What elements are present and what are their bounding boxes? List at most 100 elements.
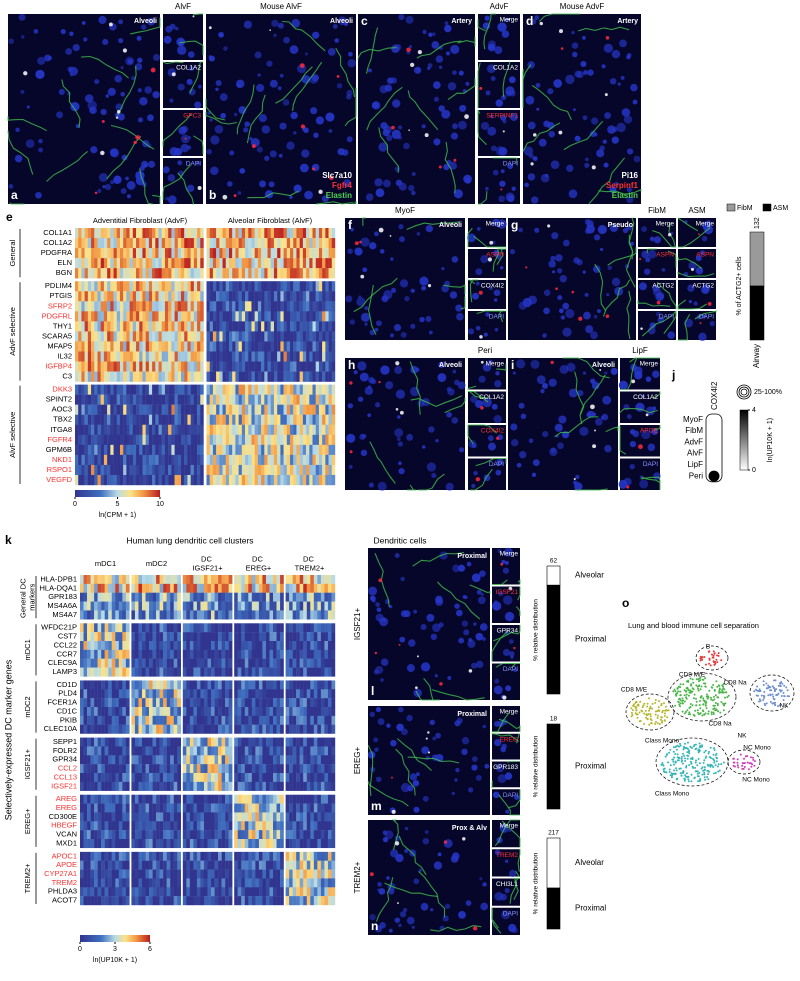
heatmap-cell xyxy=(259,698,263,707)
heatmap-cell xyxy=(91,455,94,465)
heatmap-cell xyxy=(135,650,139,659)
heatmap-cell xyxy=(266,707,270,716)
heatmap-cell xyxy=(215,795,219,804)
heatmap-cell xyxy=(104,395,107,405)
heatmap-cell xyxy=(219,455,222,465)
heatmap-cell xyxy=(190,795,194,804)
gene-label: PKIB xyxy=(60,715,77,724)
heatmap-cell xyxy=(177,738,181,747)
heatmap-cell xyxy=(293,341,296,351)
heatmap-cell xyxy=(181,425,184,435)
gene-label: COL1A1 xyxy=(43,228,72,237)
heatmap-cell xyxy=(183,698,187,707)
heatmap-cell xyxy=(309,475,312,485)
heatmap-cell xyxy=(171,395,174,405)
heatmap-cell xyxy=(316,311,319,321)
heatmap-cell xyxy=(248,372,251,382)
heatmap-cell xyxy=(114,475,117,485)
heatmap-cell xyxy=(274,435,277,445)
heatmap-cell xyxy=(168,291,171,301)
nucleus xyxy=(437,373,446,382)
nucleus xyxy=(584,163,589,168)
heatmap-cell xyxy=(303,680,307,689)
heatmap-cell xyxy=(114,341,117,351)
signal xyxy=(418,50,422,54)
heatmap-cell xyxy=(94,281,97,291)
heatmap-cell xyxy=(119,680,123,689)
heatmap-cell xyxy=(78,372,81,382)
heatmap-cell xyxy=(197,680,201,689)
signal xyxy=(479,87,482,90)
heatmap-cell xyxy=(328,623,332,632)
heatmap-cell xyxy=(135,680,139,689)
heatmap-cell xyxy=(215,602,219,611)
heatmap-cell xyxy=(165,385,168,395)
nucleus xyxy=(406,16,414,24)
heatmap-cell xyxy=(178,268,181,278)
label: Alveoli xyxy=(439,222,462,229)
heatmap-cell xyxy=(290,351,293,361)
heatmap-cell xyxy=(170,795,174,804)
heatmap-cell xyxy=(317,602,321,611)
nucleus xyxy=(611,368,618,375)
heatmap-cell xyxy=(235,435,238,445)
heatmap-cell xyxy=(122,668,126,677)
heatmap-cell xyxy=(314,641,318,650)
heatmap-cell xyxy=(329,372,332,382)
heatmap-cell xyxy=(317,610,321,619)
heatmap-cell xyxy=(135,659,139,668)
heatmap-cell xyxy=(300,475,303,485)
heatmap-cell xyxy=(216,238,219,248)
heatmap-cell xyxy=(300,465,303,475)
heatmap-cell xyxy=(165,341,168,351)
heatmap-cell xyxy=(80,659,84,668)
heatmap-cell xyxy=(310,650,314,659)
heatmap-cell xyxy=(325,228,328,238)
heatmap-cell xyxy=(131,575,135,584)
heatmap-cell xyxy=(229,725,233,734)
heatmap-cell xyxy=(223,455,226,465)
heatmap-cell xyxy=(119,764,123,773)
heatmap-cell xyxy=(114,351,117,361)
heatmap-cell xyxy=(160,584,164,593)
nucleus xyxy=(441,267,444,270)
heatmap-cell xyxy=(225,680,229,689)
heatmap-cell xyxy=(149,405,152,415)
heatmap-cell xyxy=(248,362,251,372)
heatmap-cell xyxy=(178,425,181,435)
gene-label: PTGIS xyxy=(49,291,72,300)
heatmap-cell xyxy=(242,228,245,238)
heatmap-cell xyxy=(229,680,233,689)
heatmap-cell xyxy=(268,372,271,382)
heatmap-cell xyxy=(271,435,274,445)
nucleus xyxy=(8,38,14,44)
heatmap-cell xyxy=(119,610,123,619)
gene-label: GPR183 xyxy=(48,592,77,601)
heatmap-cell xyxy=(325,435,328,445)
heatmap-cell xyxy=(190,593,194,602)
group-label: mDC1 xyxy=(23,639,32,660)
heatmap-cell xyxy=(213,405,216,415)
heatmap-cell xyxy=(262,773,266,782)
nucleus xyxy=(278,23,284,29)
heatmap-cell xyxy=(190,632,194,641)
heatmap-cell xyxy=(273,689,277,698)
heatmap-cell xyxy=(252,821,256,830)
heatmap-cell xyxy=(112,764,116,773)
heatmap-cell xyxy=(248,455,251,465)
heatmap-cell xyxy=(225,623,229,632)
heatmap-cell xyxy=(142,311,145,321)
heatmap-cell xyxy=(167,650,171,659)
nucleus xyxy=(530,360,539,369)
cluster-label: DC TREM2+ xyxy=(295,554,325,572)
heatmap-cell xyxy=(234,773,238,782)
heatmap-cell xyxy=(194,362,197,372)
heatmap-cell xyxy=(300,707,304,716)
heatmap-cell xyxy=(84,716,88,725)
heatmap-cell xyxy=(165,228,168,238)
heatmap-cell xyxy=(271,455,274,465)
heatmap-cell xyxy=(273,821,277,830)
heatmap-cell xyxy=(149,415,152,425)
heatmap-cell xyxy=(177,650,181,659)
heatmap-cell xyxy=(207,238,210,248)
